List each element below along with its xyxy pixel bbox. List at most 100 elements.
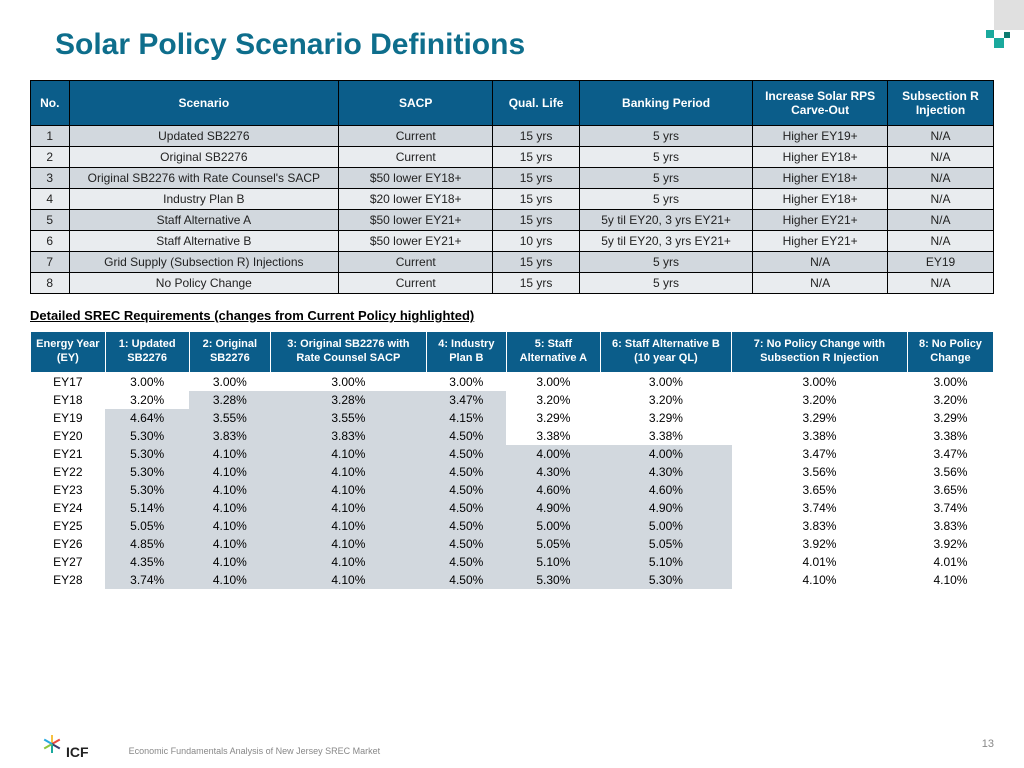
col-header: 7: No Policy Change with Subsection R In… [732,332,908,373]
cell: 3.00% [105,372,189,391]
cell: N/A [888,273,994,294]
cell: Higher EY18+ [753,189,888,210]
table-row: 7Grid Supply (Subsection R) InjectionsCu… [31,252,994,273]
cell: 2 [31,147,70,168]
cell: 4.10% [189,445,270,463]
cell: 3.28% [189,391,270,409]
col-header: SACP [339,81,493,126]
cell: 4.50% [426,499,506,517]
cell: 3.29% [600,409,731,427]
cell: 15 yrs [493,147,580,168]
cell: EY19 [888,252,994,273]
cell: 4 [31,189,70,210]
cell: 5.05% [506,535,600,553]
table-row: 2Original SB2276Current15 yrs5 yrsHigher… [31,147,994,168]
cell: 5.30% [105,463,189,481]
srec-table: Energy Year (EY)1: Updated SB22762: Orig… [30,331,994,589]
cell: 8 [31,273,70,294]
corner-decoration [974,0,1024,50]
cell: 4.30% [506,463,600,481]
cell: 15 yrs [493,189,580,210]
cell: Industry Plan B [69,189,339,210]
cell: 4.50% [426,481,506,499]
cell: 3.00% [426,372,506,391]
cell: $50 lower EY21+ [339,231,493,252]
cell: 3.47% [732,445,908,463]
cell: EY21 [31,445,106,463]
table-row: EY173.00%3.00%3.00%3.00%3.00%3.00%3.00%3… [31,372,994,391]
cell: 7 [31,252,70,273]
cell: 4.10% [271,499,427,517]
cell: 4.10% [271,463,427,481]
cell: 3.56% [907,463,993,481]
cell: 5.30% [105,445,189,463]
cell: No Policy Change [69,273,339,294]
cell: 3.55% [189,409,270,427]
cell: 5.30% [506,571,600,589]
cell: Original SB2276 [69,147,339,168]
cell: N/A [888,189,994,210]
cell: 3.00% [271,372,427,391]
col-header: 5: Staff Alternative A [506,332,600,373]
cell: 3.92% [732,535,908,553]
cell: Current [339,147,493,168]
cell: 3.00% [189,372,270,391]
cell: EY28 [31,571,106,589]
col-header: 1: Updated SB2276 [105,332,189,373]
table-row: EY225.30%4.10%4.10%4.50%4.30%4.30%3.56%3… [31,463,994,481]
cell: 3 [31,168,70,189]
footer: ICF Economic Fundamentals Analysis of Ne… [40,732,994,756]
cell: 4.10% [271,553,427,571]
table-row: 5Staff Alternative A$50 lower EY21+15 yr… [31,210,994,231]
col-header: No. [31,81,70,126]
cell: 3.83% [732,517,908,535]
cell: 4.10% [189,481,270,499]
col-header: 2: Original SB2276 [189,332,270,373]
cell: 4.50% [426,571,506,589]
col-header: Subsection R Injection [888,81,994,126]
cell: EY24 [31,499,106,517]
cell: Higher EY19+ [753,126,888,147]
cell: 5y til EY20, 3 yrs EY21+ [579,210,752,231]
cell: Higher EY21+ [753,231,888,252]
table-row: 4Industry Plan B$20 lower EY18+15 yrs5 y… [31,189,994,210]
cell: 15 yrs [493,210,580,231]
logo-text: ICF [66,744,89,760]
cell: 4.30% [600,463,731,481]
cell: Original SB2276 with Rate Counsel's SACP [69,168,339,189]
cell: 3.74% [732,499,908,517]
cell: 5 yrs [579,168,752,189]
cell: 6 [31,231,70,252]
cell: 4.10% [271,445,427,463]
cell: EY19 [31,409,106,427]
cell: 3.00% [907,372,993,391]
cell: Current [339,252,493,273]
cell: EY27 [31,553,106,571]
cell: Higher EY21+ [753,210,888,231]
cell: 4.10% [189,463,270,481]
cell: 15 yrs [493,168,580,189]
table-row: EY235.30%4.10%4.10%4.50%4.60%4.60%3.65%3… [31,481,994,499]
table-row: EY245.14%4.10%4.10%4.50%4.90%4.90%3.74%3… [31,499,994,517]
cell: 4.10% [271,535,427,553]
cell: 3.38% [907,427,993,445]
cell: N/A [753,273,888,294]
cell: 3.38% [732,427,908,445]
cell: 4.85% [105,535,189,553]
col-header: 6: Staff Alternative B (10 year QL) [600,332,731,373]
cell: 3.56% [732,463,908,481]
col-header: Scenario [69,81,339,126]
cell: 5.10% [600,553,731,571]
cell: 4.01% [732,553,908,571]
cell: 3.29% [907,409,993,427]
cell: 4.10% [271,517,427,535]
cell: 4.10% [271,481,427,499]
table-row: 3Original SB2276 with Rate Counsel's SAC… [31,168,994,189]
footer-caption: Economic Fundamentals Analysis of New Je… [129,746,381,756]
cell: 4.00% [506,445,600,463]
cell: 5 yrs [579,252,752,273]
cell: 5.00% [506,517,600,535]
cell: 3.38% [506,427,600,445]
col-header: 3: Original SB2276 with Rate Counsel SAC… [271,332,427,373]
col-header: Increase Solar RPS Carve-Out [753,81,888,126]
